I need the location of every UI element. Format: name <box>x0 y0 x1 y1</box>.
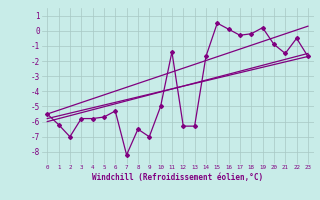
X-axis label: Windchill (Refroidissement éolien,°C): Windchill (Refroidissement éolien,°C) <box>92 173 263 182</box>
